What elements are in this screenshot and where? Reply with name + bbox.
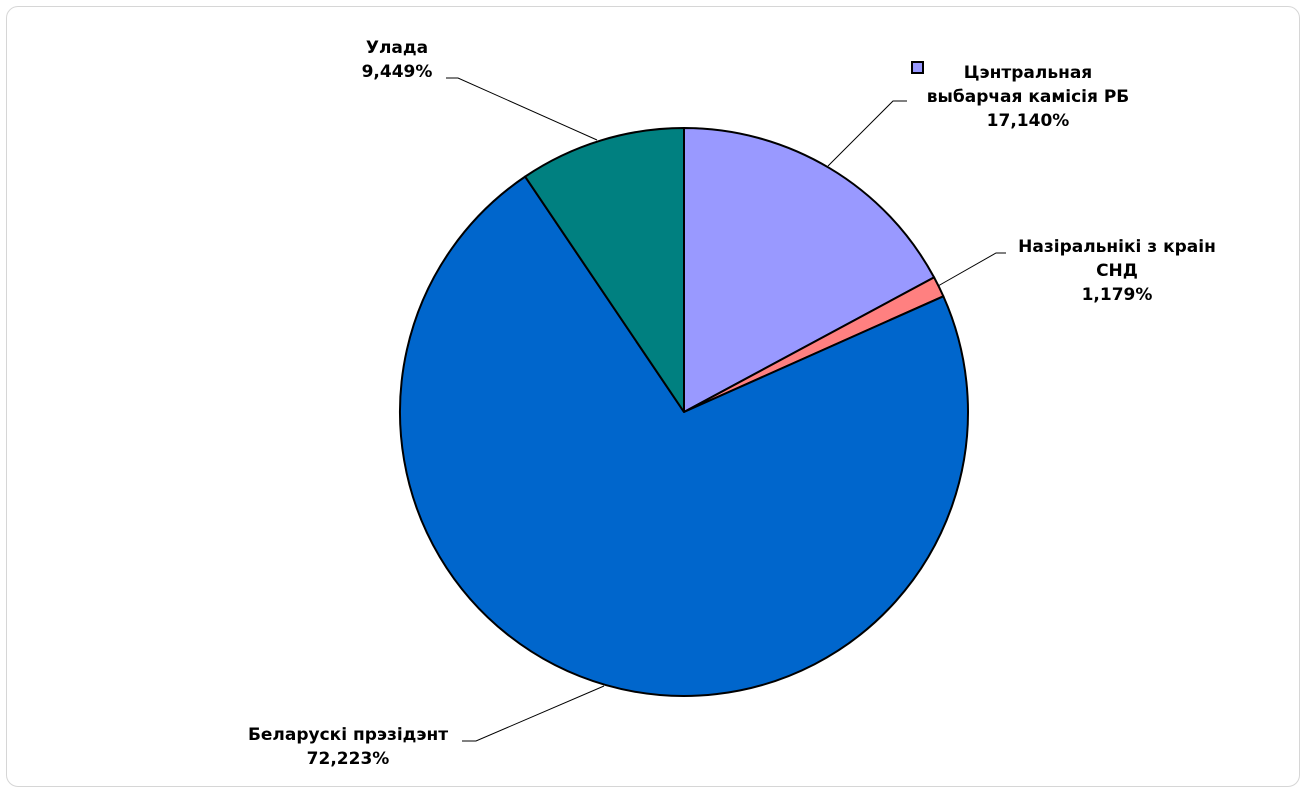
slice-label-2: Беларускі прэзідэнт 72,223% — [248, 725, 448, 769]
leader-line-0 — [827, 100, 907, 167]
pie-slice-0 — [683, 127, 936, 413]
slice-label-line-2-0: Беларускі прэзідэнт — [248, 725, 448, 745]
slice-label-line-1-1: СНД — [1096, 261, 1138, 281]
slice-label-line-1-0: Назіральнікі з краін — [1018, 237, 1216, 257]
slice-label-0: Цэнтральная выбарчая камісія РБ 17,140% — [927, 63, 1130, 131]
legend-marker-square — [911, 61, 924, 74]
slice-label-line-3-0: Улада — [366, 38, 428, 58]
slice-label-3: Улада 9,449% — [362, 38, 433, 82]
leader-line-1 — [937, 252, 1006, 287]
pie-slice-2 — [399, 175, 969, 697]
leader-line-2 — [462, 685, 605, 742]
slice-value-0: 17,140% — [987, 111, 1070, 131]
slice-label-line-0-1: выбарчая камісія РБ — [927, 87, 1130, 107]
slice-value-1: 1,179% — [1082, 285, 1153, 305]
slice-value-3: 9,449% — [362, 62, 433, 82]
leader-line-3 — [446, 77, 598, 141]
slice-label-1: Назіральнікі з краін СНД 1,179% — [1018, 237, 1216, 305]
slice-label-line-0-0: Цэнтральная — [964, 63, 1092, 83]
pie-slice-3 — [524, 127, 685, 413]
slice-value-2: 72,223% — [307, 749, 390, 769]
